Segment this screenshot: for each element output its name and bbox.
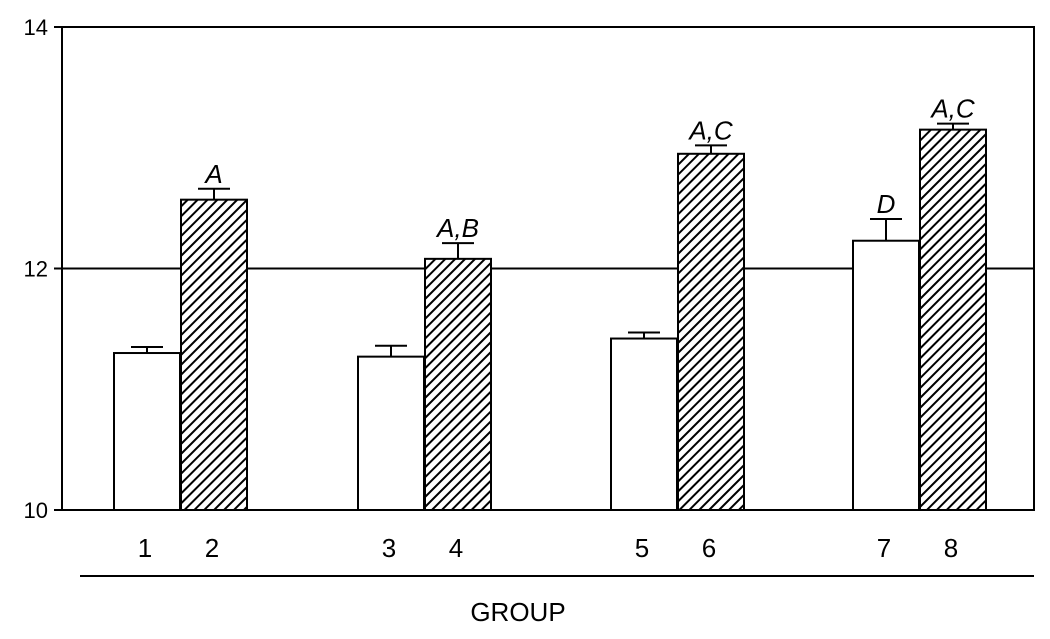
bar: [852, 239, 920, 511]
significance-label: A: [203, 159, 222, 189]
category-label: 2: [205, 533, 219, 563]
bar: [357, 355, 425, 511]
bar: [424, 257, 492, 511]
significance-label: A,B: [435, 213, 479, 243]
bar: [180, 198, 248, 512]
category-label: 7: [877, 533, 891, 563]
y-tick-label: 14: [24, 15, 48, 40]
category-label: 1: [138, 533, 152, 563]
category-label: 5: [635, 533, 649, 563]
y-tick-label: 12: [24, 257, 48, 282]
category-label: 6: [702, 533, 716, 563]
bar: [919, 128, 987, 511]
significance-label: A,C: [929, 94, 975, 124]
bar: [677, 152, 745, 511]
category-label: 3: [382, 533, 396, 563]
significance-label: A,C: [687, 115, 733, 145]
x-axis-label: GROUP: [470, 597, 565, 627]
y-tick-label: 10: [24, 498, 48, 523]
category-label: 4: [449, 533, 463, 563]
bar: [113, 352, 181, 511]
significance-label: D: [877, 189, 896, 219]
bar: [610, 337, 678, 511]
category-label: 8: [944, 533, 958, 563]
